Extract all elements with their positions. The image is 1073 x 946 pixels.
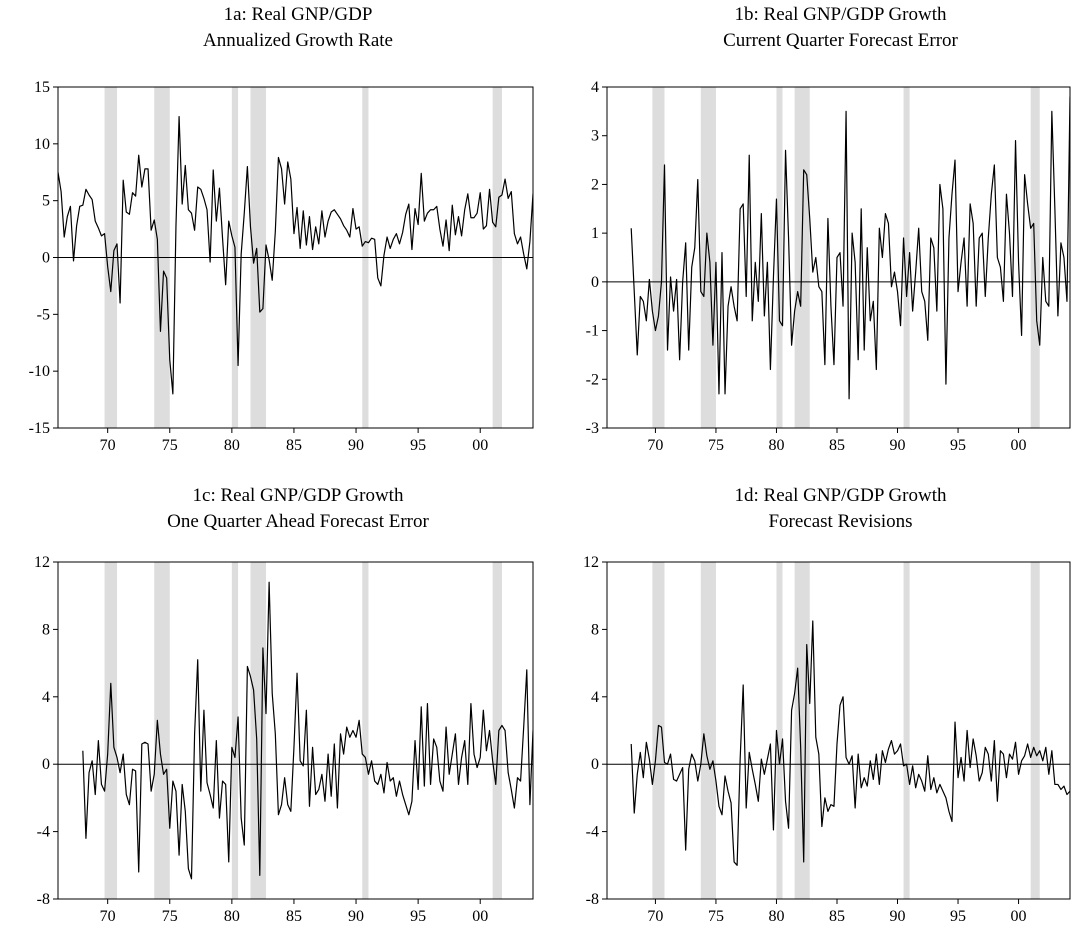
y-tick-label: 8 [42,621,50,638]
title-line-1: 1a: Real GNP/GDP [223,4,373,25]
chart-1a: 15 10 5 0 -5 -10 -15 70 75 80 85 90 95 00 [29,79,534,454]
y-tick-label: 12 [583,554,599,571]
panel-1d: 1d: Real GNP/GDP Growth Forecast Revisio… [536,473,1073,946]
title-line-1: 1c: Real GNP/GDP Growth [192,485,404,506]
x-tick-label: 95 [950,908,966,925]
x-tick-label: 75 [708,437,724,454]
recession-band [700,87,716,428]
x-tick-label: 70 [100,908,116,925]
x-tick-label: 70 [100,437,116,454]
x-tick-label: 00 [1011,908,1027,925]
title-line-2: Forecast Revisions [768,511,913,532]
x-tick-label: 70 [647,908,663,925]
panel-1b: 1b: Real GNP/GDP Growth Current Quarter … [536,0,1073,473]
x-tick-label: 00 [472,908,488,925]
plot-frame [606,561,1071,900]
y-tick-label: -15 [29,420,50,437]
chart-1b: 4 3 2 1 0 -1 -2 -3 70 75 80 85 90 95 00 [586,79,1071,454]
series-line [630,620,1070,866]
recession-band [154,562,170,899]
recession-band [700,562,716,899]
recession-band [1030,562,1040,899]
recession-band [776,562,783,899]
y-tick-label: -10 [29,363,50,380]
y-tick-label: 0 [591,756,599,773]
recession-band [903,562,910,899]
x-tick-label: 85 [286,908,302,925]
y-tick-label: 3 [591,128,599,145]
title-line-1: 1b: Real GNP/GDP Growth [734,4,947,25]
recession-band [776,87,783,428]
recession-band [652,87,665,428]
x-tick-label: 70 [647,437,663,454]
y-tick-label: 1 [591,225,599,242]
y-tick-label: 8 [591,621,599,638]
x-tick-label: 80 [224,908,240,925]
y-tick-label: 4 [591,689,599,706]
chart-1d: 12 8 4 0 -4 -8 70 75 80 85 90 95 00 [583,554,1071,925]
x-tick-label: 90 [348,908,364,925]
x-tick-label: 75 [708,908,724,925]
title-line-2: Annualized Growth Rate [203,30,393,51]
y-tick-label: 4 [42,689,50,706]
x-tick-label: 80 [768,908,784,925]
x-tick-label: 80 [224,437,240,454]
x-tick-label: 95 [410,437,426,454]
panel-1a: 1a: Real GNP/GDP Annualized Growth Rate … [0,0,536,473]
recession-band [903,87,910,428]
y-tick-label: -5 [37,306,50,323]
chart-title-1d: 1d: Real GNP/GDP Growth Forecast Revisio… [608,483,1073,535]
y-tick-label: 10 [34,136,50,153]
y-tick-label: 2 [591,176,599,193]
plot-frame [606,86,1071,429]
y-tick-label: 12 [34,554,50,571]
x-tick-label: 85 [829,908,845,925]
y-tick-label: 0 [42,250,50,267]
title-line-2: One Quarter Ahead Forecast Error [167,511,429,532]
panel-1c: 1c: Real GNP/GDP Growth One Quarter Ahea… [0,473,536,946]
y-tick-label: -1 [586,323,599,340]
x-tick-label: 80 [768,437,784,454]
x-tick-label: 90 [890,908,906,925]
x-tick-label: 00 [1011,437,1027,454]
series-line [82,581,533,880]
recession-band [794,562,810,899]
series-line [630,96,1070,400]
x-tick-label: 75 [162,908,178,925]
x-tick-label: 90 [348,437,364,454]
recession-band [231,562,239,899]
chart-title-1c: 1c: Real GNP/GDP Growth One Quarter Ahea… [60,483,536,535]
y-tick-label: -4 [37,824,50,841]
x-tick-label: 00 [472,437,488,454]
y-tick-label: -8 [586,891,599,908]
y-tick-label: -4 [586,824,599,841]
y-tick-label: -8 [37,891,50,908]
recession-band [362,562,369,899]
y-tick-label: -3 [586,420,599,437]
chart-title-1a: 1a: Real GNP/GDP Annualized Growth Rate [60,2,536,54]
title-line-2: Current Quarter Forecast Error [723,30,958,51]
x-tick-label: 85 [829,437,845,454]
y-tick-label: 15 [34,79,50,96]
plot-frame [57,561,534,900]
series-line [58,115,533,395]
x-tick-label: 90 [890,437,906,454]
y-tick-label: -2 [586,371,599,388]
recession-band [492,562,502,899]
x-tick-label: 85 [286,437,302,454]
x-tick-label: 95 [950,437,966,454]
chart-title-1b: 1b: Real GNP/GDP Growth Current Quarter … [608,2,1073,54]
chart-1c: 12 8 4 0 -4 -8 70 75 80 85 90 95 00 [34,554,534,925]
recession-band [104,562,117,899]
x-tick-label: 75 [162,437,178,454]
recession-band [250,562,267,899]
title-line-1: 1d: Real GNP/GDP Growth [734,485,947,506]
y-tick-label: 0 [591,274,599,291]
y-tick-label: 0 [42,756,50,773]
x-tick-label: 95 [410,908,426,925]
y-tick-label: 5 [42,193,50,210]
y-tick-label: 4 [591,79,599,96]
